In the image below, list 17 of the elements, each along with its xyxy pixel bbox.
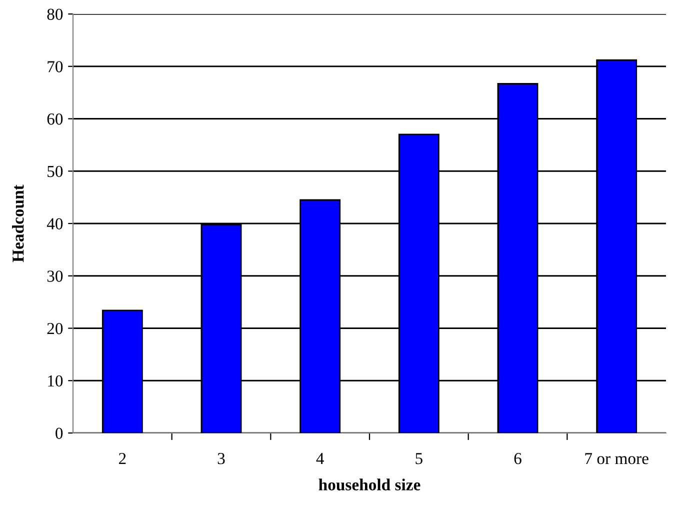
y-tick-label: 0 bbox=[56, 428, 63, 439]
y-tick-label: 60 bbox=[47, 113, 63, 125]
y-tick-label: 40 bbox=[46, 218, 63, 230]
y-tick-label: 30 bbox=[47, 270, 63, 282]
y-tick-label: 10 bbox=[48, 375, 63, 387]
x-tick-label: 6 bbox=[514, 452, 522, 464]
x-tick-label: 4 bbox=[316, 453, 324, 464]
y-tick-label: 70 bbox=[48, 61, 63, 72]
y-tick-label: 80 bbox=[47, 8, 63, 20]
x-tick-label: 3 bbox=[218, 452, 225, 464]
x-tick-label: 2 bbox=[118, 452, 126, 464]
y-axis-title: Headcount bbox=[12, 184, 24, 262]
x-axis-title: household size bbox=[318, 478, 420, 490]
x-tick-label: 5 bbox=[416, 453, 422, 464]
y-tick-label: 20 bbox=[47, 322, 63, 334]
x-tick-label: 7 or more bbox=[585, 453, 648, 464]
y-tick-label: 50 bbox=[48, 166, 63, 178]
